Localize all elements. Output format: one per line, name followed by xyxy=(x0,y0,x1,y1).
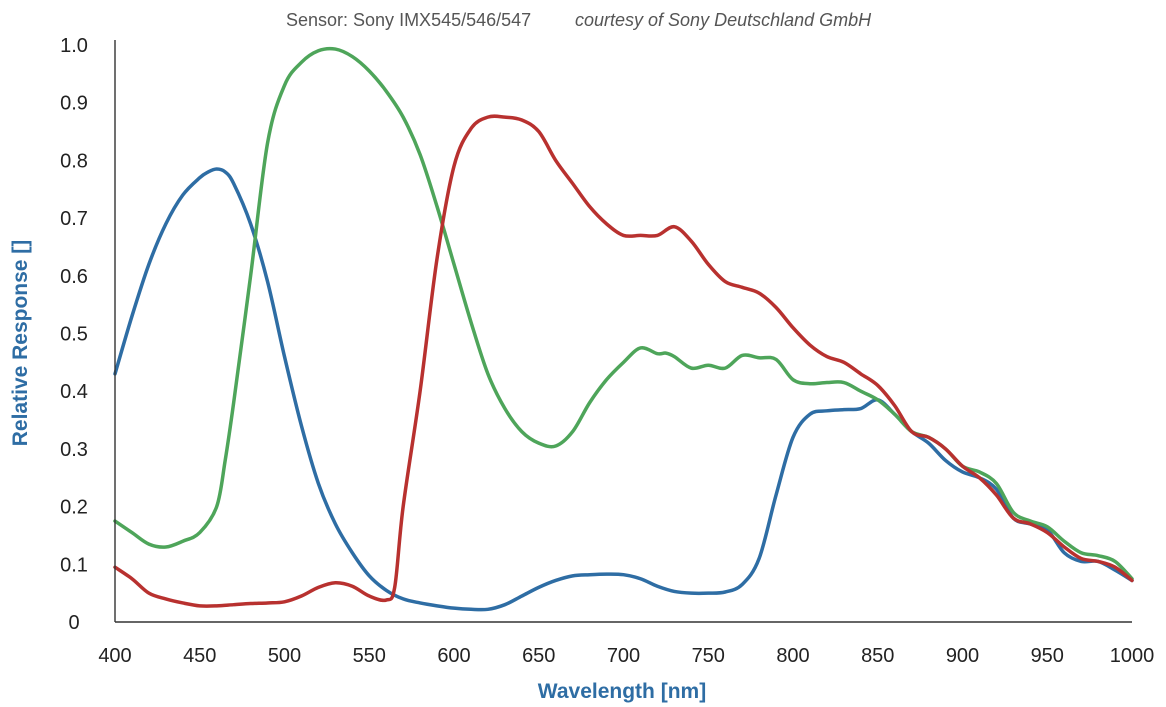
y-tick-label: 0.8 xyxy=(60,150,88,172)
x-tick-label: 950 xyxy=(1031,645,1064,667)
series-line-3 xyxy=(113,114,1134,608)
chart-title-main: Sensor: Sony IMX545/546/547 xyxy=(286,10,531,30)
x-tick-label: 650 xyxy=(522,645,555,667)
x-tick-label: 400 xyxy=(98,645,131,667)
x-axis-title: Wavelength [nm] xyxy=(538,680,706,703)
y-tick-label: 0.4 xyxy=(60,381,88,403)
chart-title-credit: courtesy of Sony Deutschland GmbH xyxy=(575,10,872,30)
y-tick-label: 0.5 xyxy=(60,324,88,346)
x-tick-label: 900 xyxy=(946,645,979,667)
x-tick-label: 800 xyxy=(776,645,809,667)
chart-title: Sensor: Sony IMX545/546/547 courtesy of … xyxy=(286,10,872,30)
x-tick-label: 1000 xyxy=(1110,645,1155,667)
y-tick-label: 0.7 xyxy=(60,208,88,230)
y-axis-title: Relative Response [] xyxy=(9,240,32,447)
x-tick-label: 850 xyxy=(861,645,894,667)
x-tick-labels: 400 450 500 550 600 650 700 750 800 850 900 950 1000 xyxy=(98,645,1154,667)
x-tick-label: 500 xyxy=(268,645,301,667)
y-tick-labels: 0 0.1 0.2 0.3 0.4 0.5 0.6 0.7 0.8 0.9 1.0 xyxy=(60,35,88,634)
x-tick-label: 550 xyxy=(353,645,386,667)
series-layer xyxy=(113,46,1134,612)
series-line-1 xyxy=(113,167,1134,612)
y-tick-label: 1.0 xyxy=(60,35,88,57)
y-tick-label: 0.3 xyxy=(60,439,88,461)
y-tick-label: 0.6 xyxy=(60,266,88,288)
y-tick-label: 0 xyxy=(68,612,79,634)
x-tick-label: 700 xyxy=(607,645,640,667)
x-tick-label: 750 xyxy=(692,645,725,667)
series-line-2 xyxy=(113,46,1134,581)
x-tick-label: 450 xyxy=(183,645,216,667)
axes xyxy=(114,40,1132,623)
x-tick-label: 600 xyxy=(437,645,470,667)
y-tick-label: 0.1 xyxy=(60,554,88,576)
y-tick-label: 0.9 xyxy=(60,93,88,115)
y-tick-label: 0.2 xyxy=(60,497,88,519)
